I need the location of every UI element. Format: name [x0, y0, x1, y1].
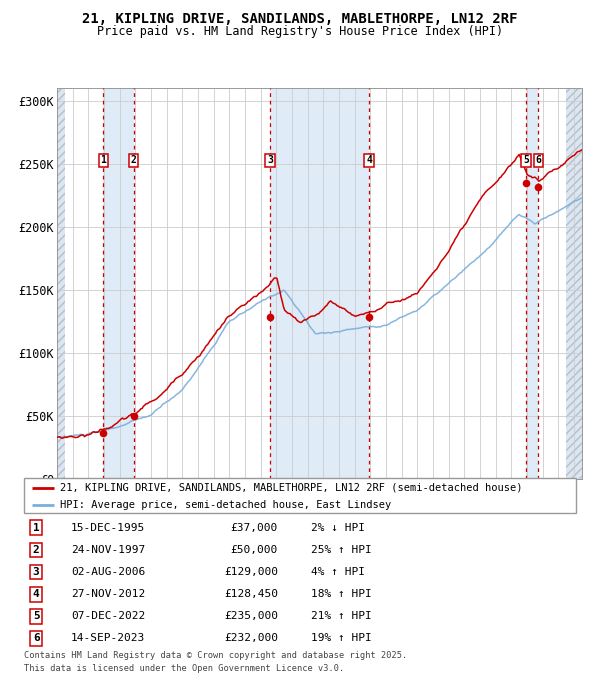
Bar: [57, 88, 65, 479]
Text: 2% ↓ HPI: 2% ↓ HPI: [311, 523, 365, 533]
Text: 3: 3: [33, 567, 40, 577]
Text: £129,000: £129,000: [224, 567, 278, 577]
Text: 14-SEP-2023: 14-SEP-2023: [71, 633, 145, 643]
Text: Contains HM Land Registry data © Crown copyright and database right 2025.: Contains HM Land Registry data © Crown c…: [24, 651, 407, 660]
Text: 2: 2: [131, 155, 137, 165]
Text: 1: 1: [100, 155, 106, 165]
Bar: [566, 88, 582, 479]
Bar: [526, 88, 538, 479]
Text: 27-NOV-2012: 27-NOV-2012: [71, 589, 145, 599]
Text: 02-AUG-2006: 02-AUG-2006: [71, 567, 145, 577]
Text: 6: 6: [535, 155, 541, 165]
Text: 1: 1: [33, 523, 40, 533]
Text: 21% ↑ HPI: 21% ↑ HPI: [311, 611, 372, 622]
Text: 2: 2: [33, 545, 40, 555]
Text: 6: 6: [33, 633, 40, 643]
Text: 24-NOV-1997: 24-NOV-1997: [71, 545, 145, 555]
Text: £232,000: £232,000: [224, 633, 278, 643]
Text: 19% ↑ HPI: 19% ↑ HPI: [311, 633, 372, 643]
Text: 18% ↑ HPI: 18% ↑ HPI: [311, 589, 372, 599]
Text: 3: 3: [267, 155, 273, 165]
Text: £128,450: £128,450: [224, 589, 278, 599]
Bar: [103, 88, 134, 479]
Text: £50,000: £50,000: [230, 545, 278, 555]
Text: 21, KIPLING DRIVE, SANDILANDS, MABLETHORPE, LN12 2RF (semi-detached house): 21, KIPLING DRIVE, SANDILANDS, MABLETHOR…: [60, 483, 523, 492]
Text: Price paid vs. HM Land Registry's House Price Index (HPI): Price paid vs. HM Land Registry's House …: [97, 25, 503, 38]
Text: This data is licensed under the Open Government Licence v3.0.: This data is licensed under the Open Gov…: [24, 664, 344, 673]
Text: 5: 5: [523, 155, 529, 165]
Text: £235,000: £235,000: [224, 611, 278, 622]
Bar: [270, 88, 369, 479]
Text: 15-DEC-1995: 15-DEC-1995: [71, 523, 145, 533]
Text: 4% ↑ HPI: 4% ↑ HPI: [311, 567, 365, 577]
Text: 5: 5: [33, 611, 40, 622]
Text: 25% ↑ HPI: 25% ↑ HPI: [311, 545, 372, 555]
Text: £37,000: £37,000: [230, 523, 278, 533]
Text: 4: 4: [33, 589, 40, 599]
Text: 4: 4: [366, 155, 372, 165]
Text: HPI: Average price, semi-detached house, East Lindsey: HPI: Average price, semi-detached house,…: [60, 500, 391, 509]
Text: 21, KIPLING DRIVE, SANDILANDS, MABLETHORPE, LN12 2RF: 21, KIPLING DRIVE, SANDILANDS, MABLETHOR…: [82, 12, 518, 27]
FancyBboxPatch shape: [24, 478, 576, 513]
Text: 07-DEC-2022: 07-DEC-2022: [71, 611, 145, 622]
